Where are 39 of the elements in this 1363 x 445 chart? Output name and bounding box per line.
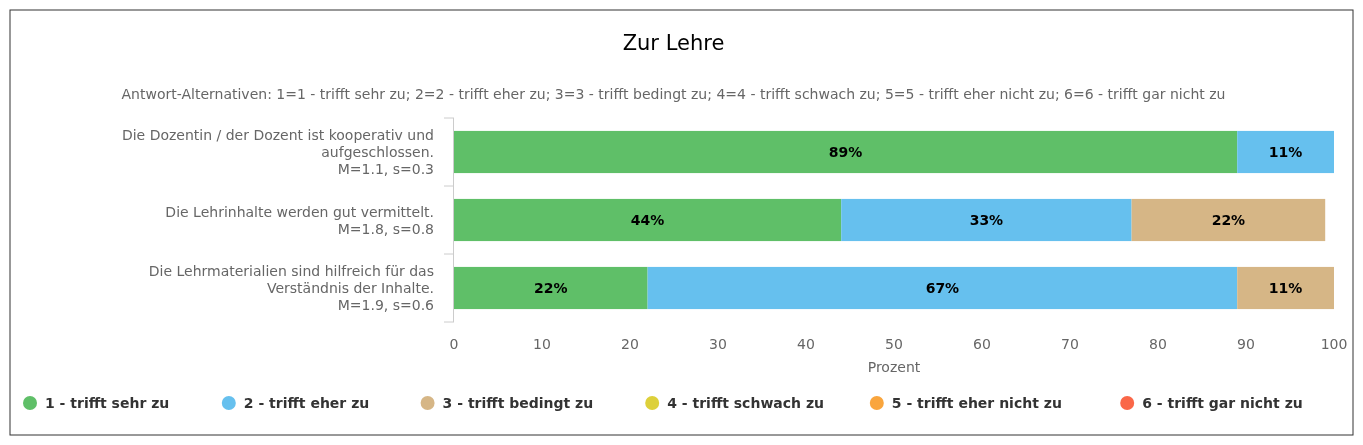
bar: [1131, 198, 1326, 242]
x-tick-label: 70: [1061, 336, 1079, 352]
legend-label: 4 - trifft schwach zu: [667, 395, 825, 411]
data-label: 44%: [630, 212, 665, 228]
legend-label: 3 - trifft bedingt zu: [442, 395, 594, 411]
bar: [454, 130, 1238, 174]
bar: [454, 198, 842, 242]
x-tick-label: 30: [709, 336, 727, 352]
x-tick-label: 60: [973, 336, 991, 352]
x-axis-title: Prozent: [867, 359, 921, 375]
legend-label: 2 - trifft eher zu: [243, 395, 370, 411]
x-tick-label: 80: [1149, 336, 1167, 352]
data-label: 22%: [1211, 212, 1246, 228]
x-tick-label: 100: [1320, 336, 1348, 352]
data-label: 33%: [969, 212, 1004, 228]
x-tick-label: 50: [885, 336, 903, 352]
bar: [1237, 266, 1334, 310]
x-tick-label: 20: [621, 336, 639, 352]
chart-title: Zur Lehre: [622, 31, 725, 55]
y-tick-label: Die Dozentin / der Dozent ist kooperativ und aufgeschlossen. M=1.1, s=0.3: [121, 127, 434, 177]
bar: [454, 266, 648, 310]
data-label: 11%: [1268, 280, 1303, 296]
chart-subtitle: Antwort-Alternativen: 1=1 - trifft sehr zu; 2=2 - trifft eher zu; 3=3 - trifft bedingt zu; 4=4 - trifft schwach zu; 5=5 - trifft eher nicht zu; 6=6 - trifft gar nicht zu: [121, 86, 1226, 102]
x-tick-label: 90: [1237, 336, 1255, 352]
data-label: 89%: [828, 144, 863, 160]
y-tick-label: Die Lehrinhalte werden gut vermittelt. M=1.8, s=0.8: [165, 203, 434, 237]
bar: [1237, 130, 1334, 174]
y-tick-label: Die Lehrmaterialien sind hilfreich für das Verständnis der Inhalte. M=1.9, s=0.6: [148, 263, 435, 313]
legend-label: 5 - trifft eher nicht zu: [891, 395, 1062, 411]
data-label: 11%: [1268, 144, 1303, 160]
x-tick-label: 40: [797, 336, 815, 352]
x-tick-label: 10: [533, 336, 551, 352]
legend-label: 1 - trifft sehr zu: [45, 395, 170, 411]
data-label: 22%: [534, 280, 568, 296]
bar: [841, 198, 1132, 242]
data-label: 67%: [925, 280, 960, 296]
bar: [647, 266, 1238, 310]
legend-label: 6 - trifft gar nicht zu: [1142, 395, 1303, 411]
x-tick-label: 0: [449, 336, 459, 352]
